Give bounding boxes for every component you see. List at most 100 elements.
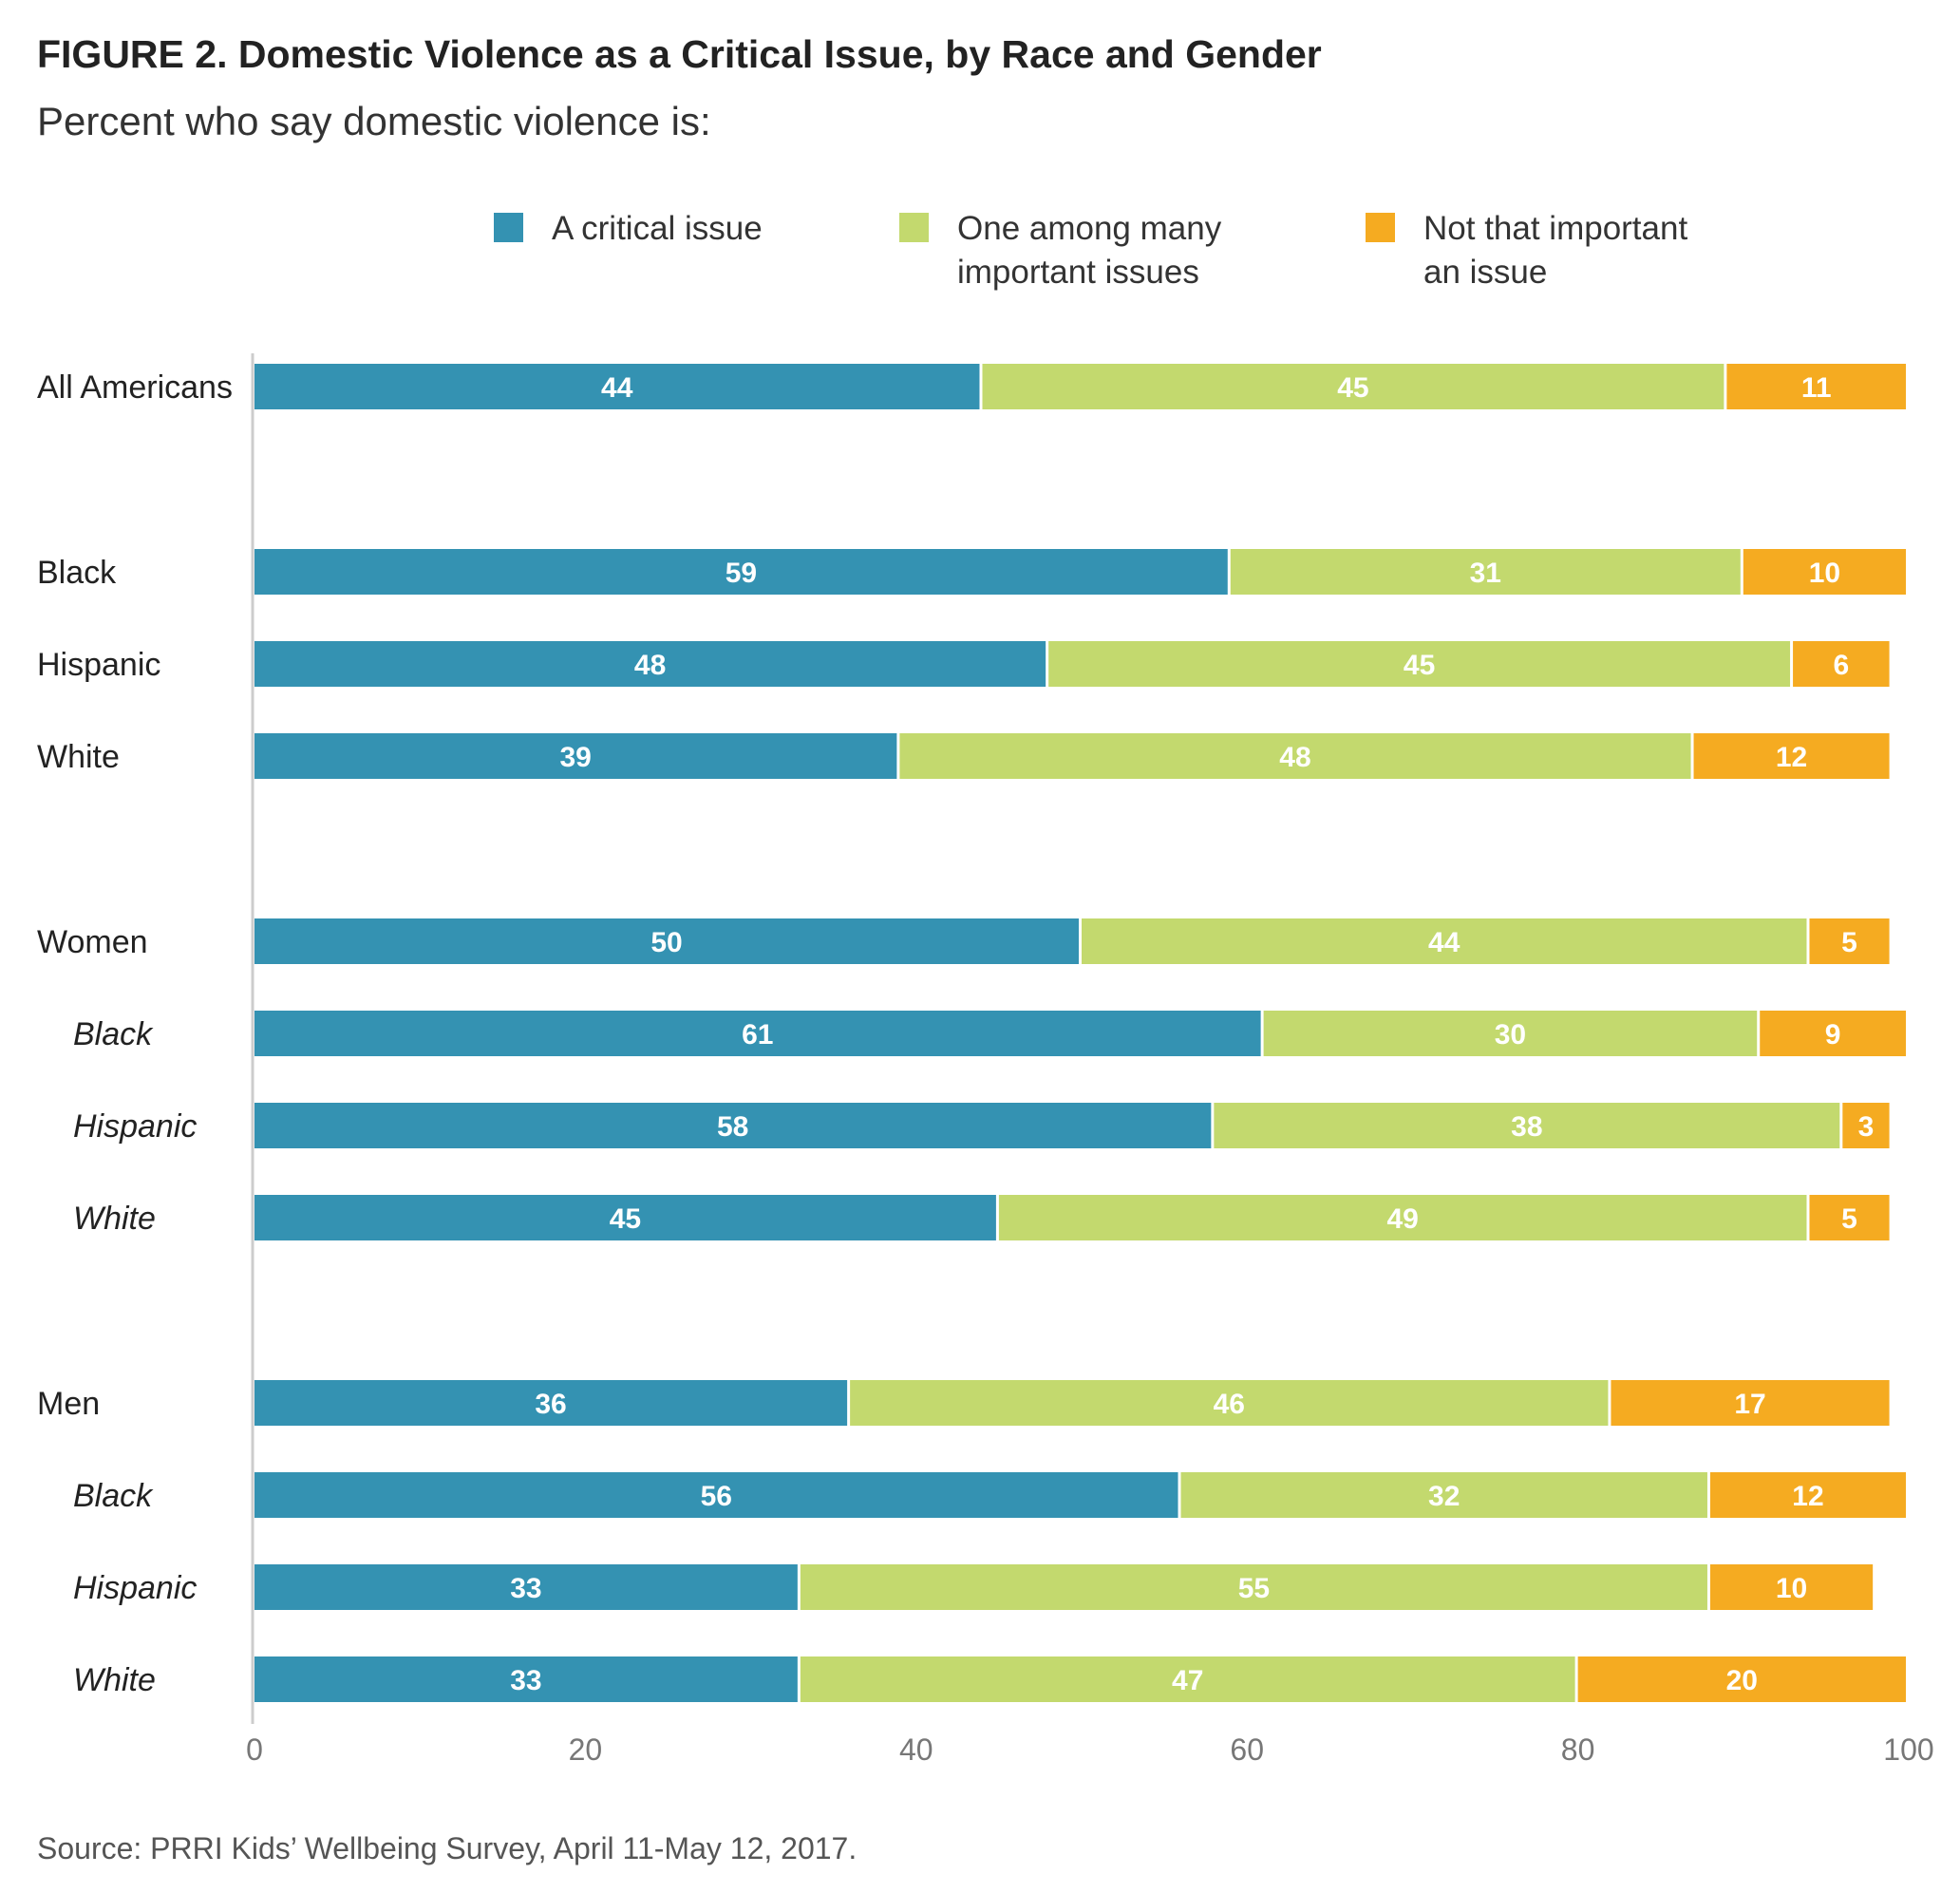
- bar-segment: [1577, 1656, 1906, 1702]
- legend-label-not-important: Not that important an issue: [1423, 210, 1688, 291]
- bar-segment: [1760, 1011, 1906, 1056]
- category-label: White: [73, 1662, 156, 1698]
- bar-value-label: 33: [510, 1573, 541, 1604]
- bar-segment: [1230, 549, 1741, 595]
- bar-segment: [1809, 918, 1890, 964]
- bar-segment: [254, 549, 1228, 595]
- x-tick-label: 0: [246, 1732, 263, 1767]
- bar-value-label: 32: [1428, 1481, 1460, 1512]
- x-tick-label: 80: [1561, 1732, 1595, 1767]
- bar-value-label: 46: [1214, 1389, 1245, 1420]
- category-label: White: [73, 1201, 156, 1237]
- bar-segment: [254, 733, 897, 779]
- bar-value-label: 3: [1858, 1111, 1875, 1143]
- bar-value-label: 44: [1428, 927, 1461, 958]
- bar-value-label: 49: [1387, 1203, 1419, 1235]
- bar-segment: [1709, 1472, 1906, 1518]
- bar-value-label: 5: [1841, 927, 1857, 958]
- bar-value-label: 10: [1776, 1573, 1807, 1604]
- bar-segment: [1743, 549, 1906, 595]
- bar-value-label: 50: [650, 927, 682, 958]
- bar-value-label: 36: [535, 1389, 566, 1420]
- bar-segment: [899, 733, 1691, 779]
- bar-value-label: 48: [1279, 742, 1310, 773]
- legend-label-one-among: One among many important issues: [957, 210, 1222, 291]
- legend-swatch-one-among: [899, 213, 929, 242]
- bar-segment: [800, 1564, 1707, 1610]
- bar-value-label: 31: [1470, 558, 1501, 589]
- legend-item-not-important: Not that important an issue: [1366, 207, 1687, 294]
- x-tick-label: 40: [899, 1732, 933, 1767]
- category-label: All Americans: [37, 369, 233, 406]
- bar-value-label: 59: [726, 558, 757, 589]
- bar-segment: [982, 364, 1724, 409]
- bar-segment: [254, 1472, 1178, 1518]
- category-label: Hispanic: [73, 1108, 197, 1145]
- bar-value-label: 20: [1726, 1665, 1758, 1696]
- category-label: Hispanic: [37, 647, 160, 683]
- bar-value-label: 12: [1792, 1481, 1823, 1512]
- bar-value-label: 12: [1776, 742, 1807, 773]
- bar-value-label: 9: [1825, 1019, 1841, 1051]
- x-tick-label: 60: [1230, 1732, 1264, 1767]
- category-label: White: [37, 739, 120, 775]
- bar-value-label: 39: [560, 742, 592, 773]
- legend-label-critical: A critical issue: [552, 210, 763, 247]
- bar-segment: [254, 364, 980, 409]
- bar-value-label: 33: [510, 1665, 541, 1696]
- category-label: Black: [73, 1478, 154, 1514]
- bar-value-label: 61: [742, 1019, 773, 1051]
- bar-value-label: 58: [717, 1111, 748, 1143]
- bar-segment: [254, 1656, 798, 1702]
- bar-segment: [254, 1103, 1212, 1148]
- source-note: Source: PRRI Kids’ Wellbeing Survey, Apr…: [37, 1831, 858, 1865]
- x-tick-label: 20: [569, 1732, 603, 1767]
- bar-segment: [1842, 1103, 1890, 1148]
- bar-segment: [254, 1195, 996, 1240]
- bar-value-label: 10: [1809, 558, 1840, 589]
- bar-segment: [1709, 1564, 1874, 1610]
- chart-subtitle: Percent who say domestic violence is:: [37, 99, 711, 143]
- bar-value-label: 45: [1404, 650, 1435, 681]
- category-label: Women: [37, 924, 148, 960]
- bar-value-label: 44: [601, 372, 633, 404]
- bar-value-label: 5: [1841, 1203, 1857, 1235]
- bar-segment: [1726, 364, 1906, 409]
- bar-segment: [1263, 1011, 1758, 1056]
- bar-value-label: 17: [1734, 1389, 1765, 1420]
- bar-value-label: 11: [1801, 372, 1832, 404]
- bar-segment: [1693, 733, 1890, 779]
- bar-segment: [254, 1564, 798, 1610]
- bar-segment: [850, 1380, 1609, 1426]
- bar-value-label: 45: [1337, 372, 1368, 404]
- bar-value-label: 45: [610, 1203, 641, 1235]
- bar-segment: [254, 1380, 848, 1426]
- bar-segment: [1082, 918, 1807, 964]
- bar-segment: [1611, 1380, 1890, 1426]
- bar-segment: [1180, 1472, 1707, 1518]
- bar-value-label: 47: [1172, 1665, 1203, 1696]
- category-label: Men: [37, 1386, 100, 1422]
- bar-value-label: 48: [634, 650, 666, 681]
- bar-value-label: 55: [1238, 1573, 1270, 1604]
- bar-segment: [254, 918, 1079, 964]
- bar-segment: [998, 1195, 1807, 1240]
- bar-segment: [254, 1011, 1261, 1056]
- legend-swatch-not-important: [1366, 213, 1395, 242]
- chart-title: FIGURE 2. Domestic Violence as a Critica…: [37, 32, 1322, 76]
- bar-segment: [1809, 1195, 1890, 1240]
- bar-segment: [1793, 641, 1890, 687]
- legend-item-critical: A critical issue: [494, 207, 763, 251]
- category-label: Hispanic: [73, 1570, 197, 1606]
- bar-segment: [1214, 1103, 1840, 1148]
- category-label: Black: [73, 1016, 154, 1052]
- legend-swatch-critical: [494, 213, 523, 242]
- bar-value-label: 38: [1511, 1111, 1542, 1143]
- bar-value-label: 30: [1495, 1019, 1526, 1051]
- bar-segment: [1048, 641, 1791, 687]
- category-label: Black: [37, 555, 117, 591]
- x-tick-label: 100: [1883, 1732, 1933, 1767]
- bar-value-label: 6: [1833, 650, 1849, 681]
- bar-segment: [800, 1656, 1575, 1702]
